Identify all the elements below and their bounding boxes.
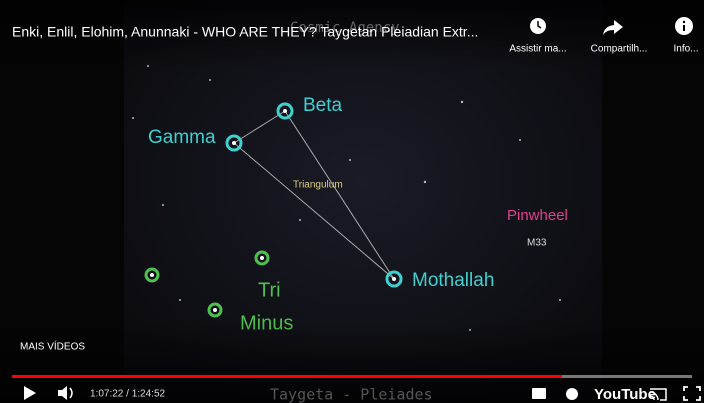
galaxy-label: Pinwheel: [507, 207, 568, 224]
action-label: Assistir ma...: [509, 44, 566, 55]
video-player: Beta Gamma Triangulum Pinwheel M33 Motha…: [0, 0, 704, 403]
video-title[interactable]: Enki, Enlil, Elohim, Anunnaki - WHO ARE …: [12, 24, 478, 40]
star-label: Beta: [303, 95, 343, 116]
action-label: Compartilh...: [591, 44, 648, 55]
captions-button[interactable]: [532, 388, 546, 399]
action-label: Info...: [673, 44, 698, 55]
video-caption: Taygeta - Pleiades: [270, 386, 433, 403]
star-label: Tri: [258, 279, 281, 301]
star-label: Mothallah: [412, 270, 494, 291]
more-videos[interactable]: MAIS VÍDEOS: [20, 340, 85, 353]
time-display: 1:07:22 / 1:24:52: [90, 389, 166, 400]
star-label: Gamma: [148, 127, 216, 148]
progress-played: [12, 375, 562, 378]
youtube-logo[interactable]: YouTube: [594, 386, 656, 403]
settings-button[interactable]: [566, 388, 578, 400]
constellation-label: Triangulum: [293, 180, 343, 191]
galaxy-label: M33: [527, 238, 547, 249]
